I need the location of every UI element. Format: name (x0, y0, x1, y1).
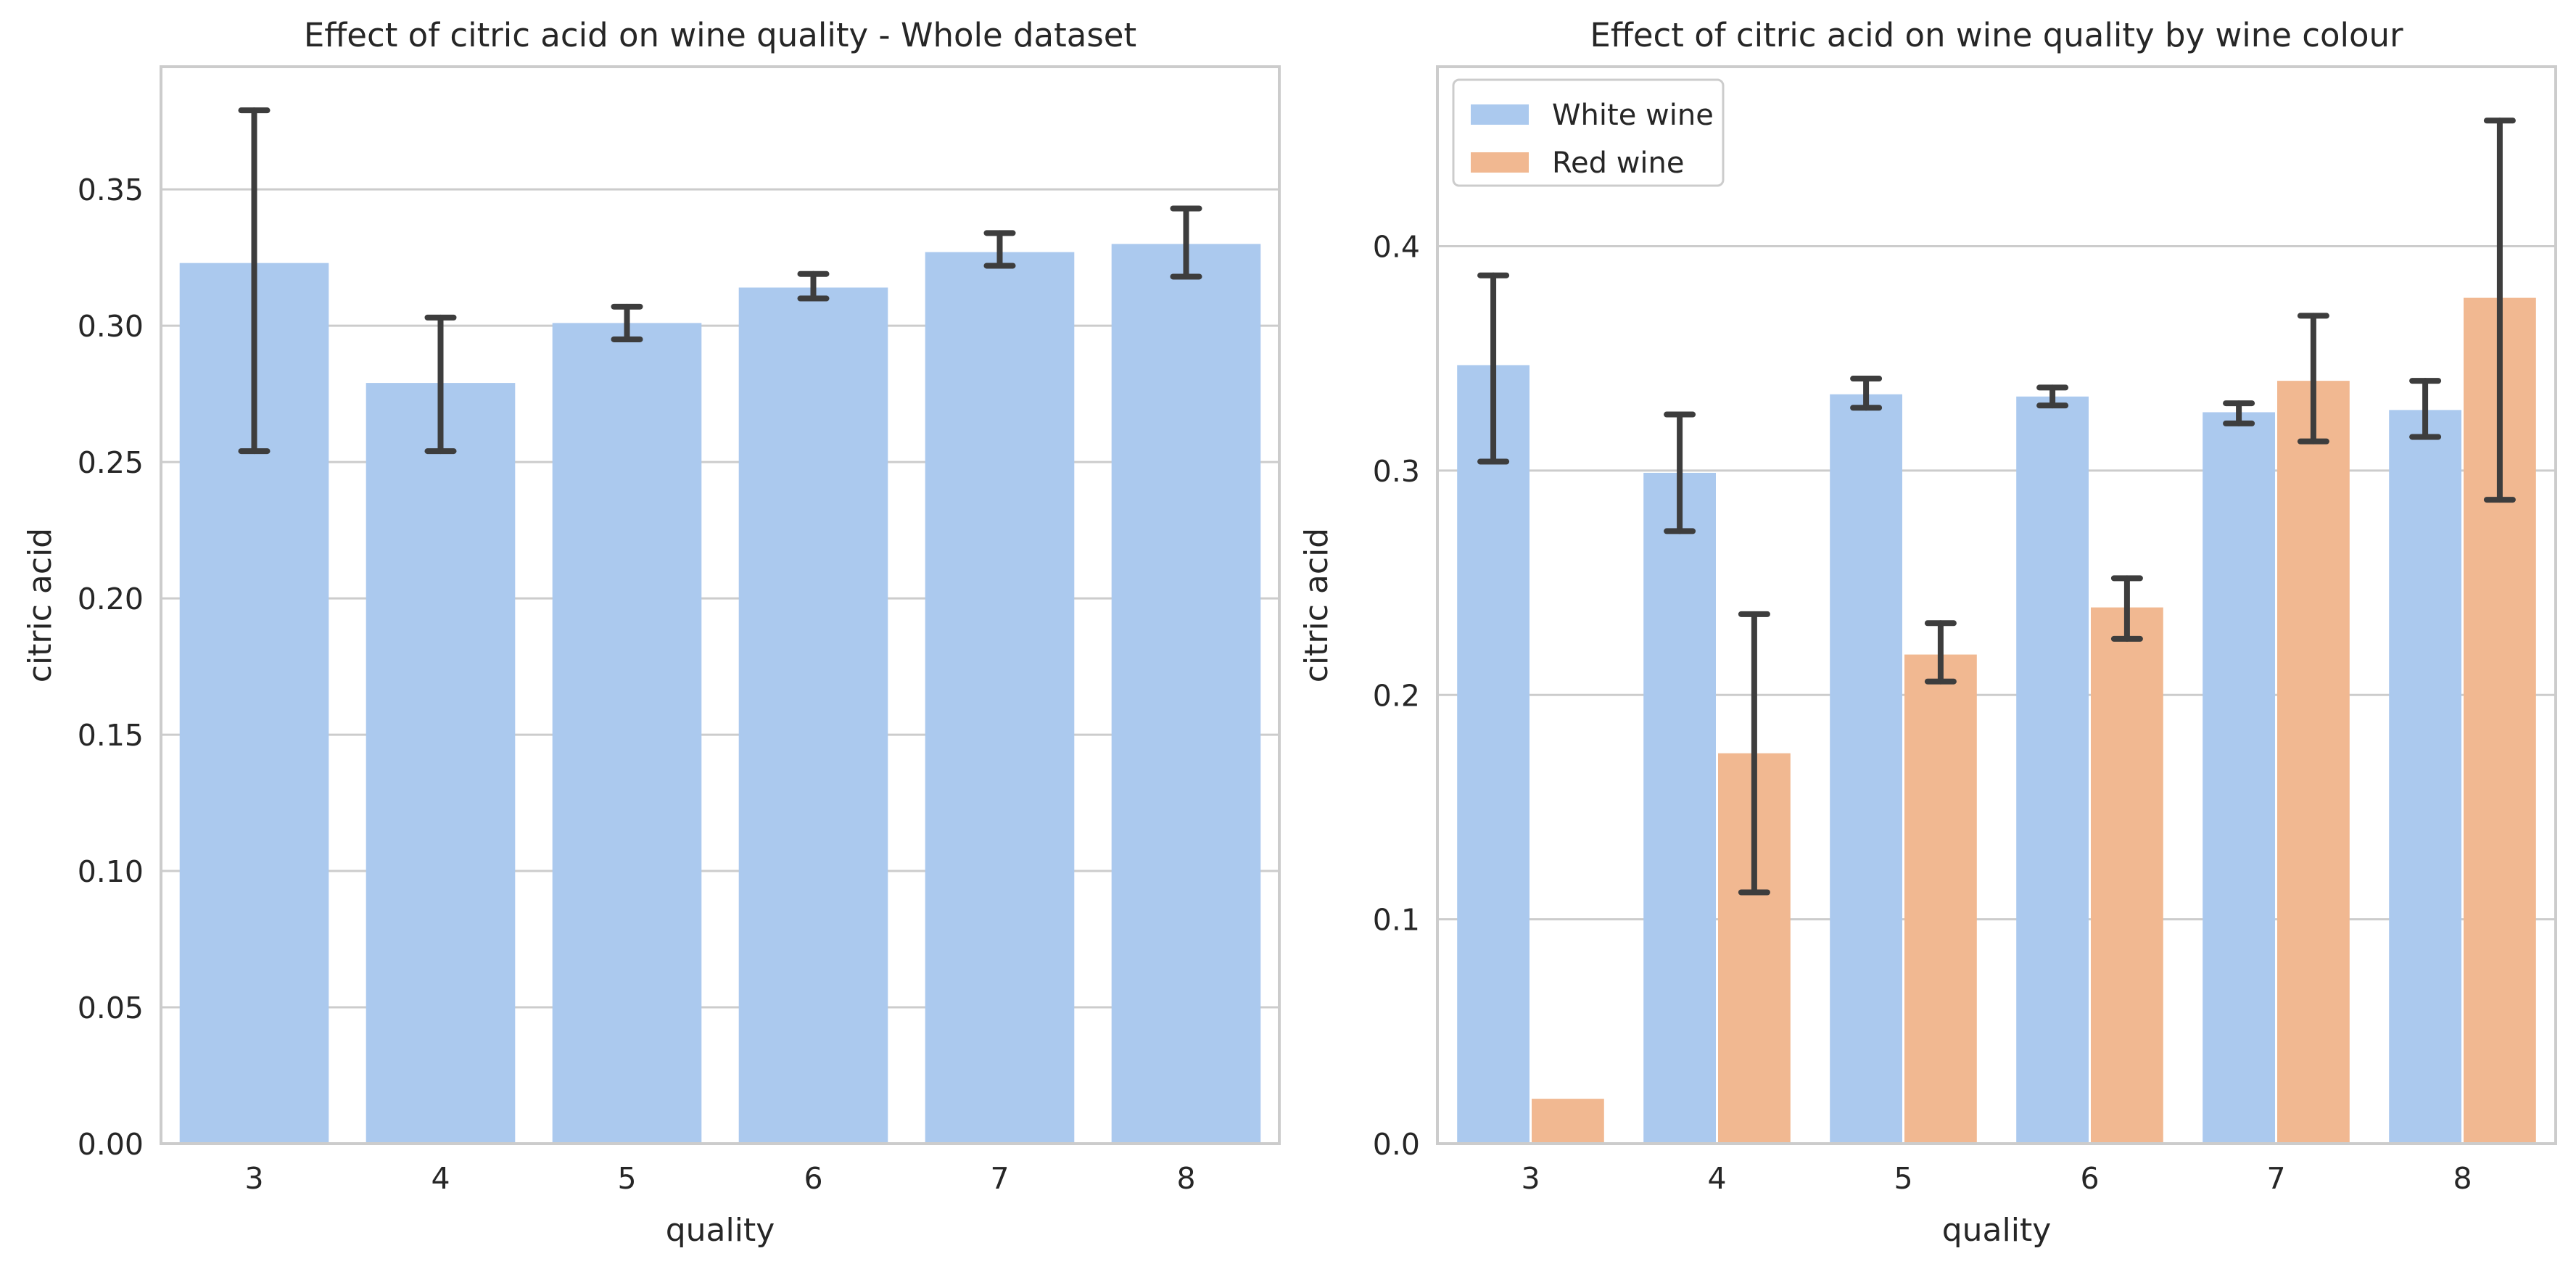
chart-title: Effect of citric acid on wine quality - … (304, 16, 1136, 54)
x-axis-label: quality (666, 1212, 775, 1249)
y-tick-label: 0.05 (78, 991, 144, 1025)
x-tick-label: 3 (244, 1161, 263, 1196)
bar-red-wine-q6 (2091, 607, 2163, 1144)
x-tick-label: 5 (617, 1161, 636, 1196)
bar-q8 (1111, 244, 1261, 1144)
y-tick-label: 0.00 (78, 1127, 144, 1162)
y-tick-label: 0.20 (78, 582, 144, 616)
y-tick-label: 0.15 (78, 718, 144, 753)
legend-swatch (1471, 152, 1529, 173)
bar-red-wine-q3 (1532, 1099, 1604, 1144)
x-tick-label: 8 (2453, 1161, 2472, 1196)
legend-label: Red wine (1552, 146, 1685, 180)
y-tick-label: 0.30 (78, 309, 144, 344)
bar-white-wine-q7 (2203, 412, 2275, 1144)
bar-white-wine-q3 (1457, 365, 1530, 1144)
legend-label: White wine (1552, 99, 1714, 132)
y-tick-label: 0.10 (78, 854, 144, 889)
legend: White wine Red wine (1452, 78, 1725, 187)
bar-white-wine-q5 (1830, 394, 1902, 1144)
legend-swatch (1471, 104, 1529, 125)
bar-q4 (366, 383, 516, 1144)
x-axis-label: quality (1942, 1212, 2052, 1249)
y-axis-label: citric acid (1298, 528, 1335, 682)
plot-background (161, 67, 1279, 1144)
bar-white-wine-q6 (2016, 396, 2089, 1144)
bar-q7 (925, 252, 1075, 1144)
plot-frame (1436, 65, 2557, 1145)
y-tick-label: 0.25 (78, 445, 144, 480)
chart-panel-2: 0.0 0.1 0.2 0.3 0.4 3 4 5 6 7 8 quality citric acid E… (1298, 16, 2557, 1249)
x-tick-label: 3 (1521, 1161, 1540, 1196)
x-tick-label: 7 (2266, 1161, 2285, 1196)
bar-q6 (738, 287, 888, 1144)
x-tick-label: 8 (1176, 1161, 1195, 1196)
plot-frame (160, 65, 1281, 1145)
chart-title: Effect of citric acid on wine quality by… (1590, 16, 2403, 54)
x-tick-label: 6 (2080, 1161, 2099, 1196)
bar-q5 (552, 323, 702, 1144)
y-tick-label: 0.3 (1373, 454, 1420, 489)
bar-white-wine-q8 (2389, 410, 2461, 1144)
y-tick-label: 0.1 (1373, 903, 1420, 938)
y-tick-label: 0.2 (1373, 678, 1420, 713)
y-axis-label: citric acid (22, 528, 59, 682)
x-tick-label: 6 (804, 1161, 822, 1196)
bar-red-wine-q7 (2277, 381, 2350, 1144)
chart-panel-1: 0.00 0.05 0.10 0.15 0.20 0.25 0.30 0.35 3 4 5 6 7 8 qu… (22, 16, 1281, 1249)
plot-background (1437, 67, 2556, 1144)
x-tick-label: 4 (1707, 1161, 1726, 1196)
bar-red-wine-q5 (1904, 654, 1977, 1144)
x-tick-label: 5 (1894, 1161, 1912, 1196)
y-tick-label: 0.4 (1373, 230, 1420, 265)
x-tick-label: 4 (431, 1161, 450, 1196)
y-tick-label: 0.35 (78, 173, 144, 207)
x-tick-label: 7 (990, 1161, 1009, 1196)
bar-white-wine-q4 (1643, 472, 1716, 1144)
y-tick-label: 0.0 (1373, 1127, 1420, 1162)
